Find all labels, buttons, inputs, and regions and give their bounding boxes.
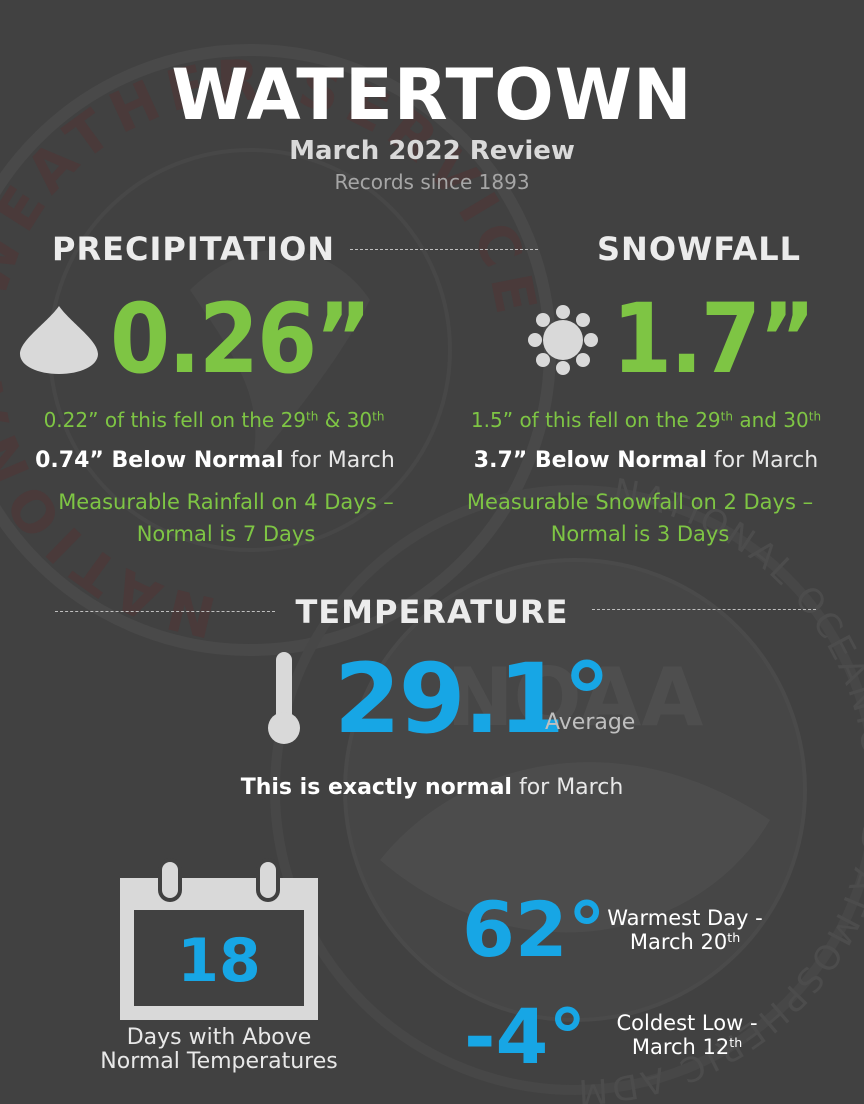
snow-departure: 3.7” Below Normal for March [473,448,819,473]
city-title: WATERTOWN [171,54,693,136]
warmest-label-line2: March 20th [629,930,741,954]
calendar-icon [120,858,318,1020]
precipitation-heading: PRECIPITATION [52,230,336,268]
precip-days-line2: Normal is 7 Days [136,522,316,546]
precipitation-total: 0.26” [110,283,372,395]
thermometer-icon [268,652,300,744]
warmest-label-line1: Warmest Day - [607,906,763,930]
report-subtitle: March 2022 Review [289,136,575,166]
precip-days-line1: Measurable Rainfall on 4 Days – [58,490,394,514]
temperature-divider-left [55,611,275,612]
snowfall-total: 1.7” [612,283,816,395]
above-normal-label-line2: Normal Temperatures [100,1049,338,1074]
raindrop-icon [20,306,98,374]
snowflake-sun-icon [528,305,598,375]
average-label: Average [545,710,636,735]
temperature-normal-note: This is exactly normal for March [240,775,624,800]
coldest-label-line2: March 12th [631,1035,743,1059]
warmest-temperature: 62° [462,885,606,974]
above-normal-label-line1: Days with Above [126,1025,312,1050]
average-temperature: 29.1° [334,643,611,755]
temperature-divider-right [592,609,816,610]
snowfall-heading: SNOWFALL [597,230,802,268]
snow-days-line2: Normal is 3 Days [550,522,730,546]
above-normal-days-count: 18 [177,926,261,996]
precip-departure: 0.74” Below Normal for March [35,448,395,473]
snow-late-month-note: 1.5” of this fell on the 29th and 30th [470,408,822,432]
temperature-heading: TEMPERATURE [295,593,569,631]
precip-late-month-note: 0.22” of this fell on the 29th & 30th [43,408,385,432]
records-since: Records since 1893 [334,170,530,194]
section-divider [350,249,538,250]
coldest-temperature: -4° [464,992,587,1081]
coldest-label-line1: Coldest Low - [616,1011,758,1035]
snow-days-line1: Measurable Snowfall on 2 Days – [466,490,814,514]
